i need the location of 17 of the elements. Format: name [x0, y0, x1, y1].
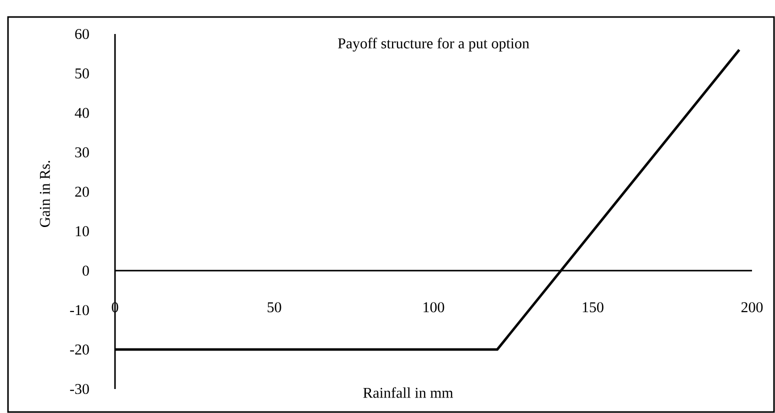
y-tick-label: -20 [70, 344, 89, 355]
x-tick-label: 50 [268, 302, 282, 312]
y-tick-label: 0 [82, 266, 89, 276]
y-tick-label: 20 [75, 186, 89, 197]
y-tick-label: 50 [75, 68, 89, 78]
x-tick-label: 150 [582, 302, 604, 312]
y-tick-label: 10 [76, 226, 89, 236]
y-tick-label: -10 [70, 305, 89, 316]
y-tick-label: 40 [74, 108, 89, 118]
y-axis-title: Gain in Rs. [40, 160, 50, 227]
x-tick-label: 100 [424, 302, 444, 312]
chart-title: Payoff structure for a put option [338, 38, 530, 52]
y-tick-label: -30 [70, 384, 89, 394]
x-tick-label: 200 [741, 302, 763, 312]
y-tick-label: 30 [75, 147, 89, 158]
x-axis-title: Rainfall in mm [363, 387, 454, 398]
y-tick-label: 60 [75, 28, 89, 40]
